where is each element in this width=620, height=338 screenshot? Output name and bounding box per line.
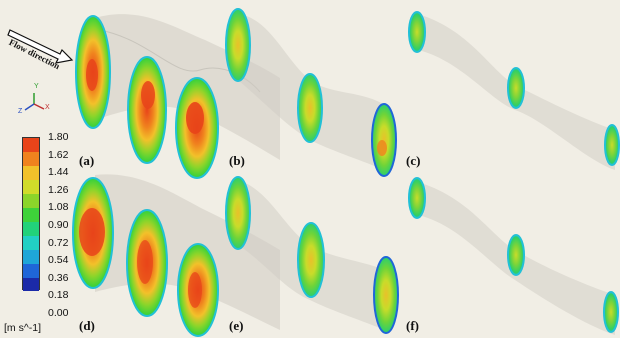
colorbar-segment	[23, 193, 39, 209]
colorbar-tick-label: 1.26	[48, 183, 69, 196]
axis-y-label: Y	[34, 83, 39, 90]
axis-triad-icon	[24, 93, 45, 111]
panel-label-e: (e)	[229, 318, 244, 333]
flow-direction-arrow	[7, 29, 74, 64]
colorbar-segment	[23, 277, 39, 292]
colorbar-tick-label: 0.90	[48, 219, 69, 231]
colorbar-segment	[23, 221, 39, 236]
colorbar-tick-label: 1.62	[48, 148, 69, 161]
colorbar-segment	[23, 235, 39, 250]
colorbar-tick-label: 0.00	[48, 307, 69, 319]
panel-f-geometry	[408, 177, 619, 335]
panel-label-b: (b)	[229, 153, 245, 168]
panel-b-geometry	[225, 8, 397, 177]
panel-label-a: (a)	[79, 153, 95, 168]
panel-d-geometry	[72, 174, 280, 337]
axis-z-label: Z	[18, 108, 23, 115]
colorbar-tick-label: 0.18	[48, 289, 69, 302]
panel-c-geometry	[408, 11, 620, 170]
colorbar-tick-label: 0.72	[48, 236, 69, 249]
colorbar-segment	[23, 151, 39, 167]
axis-x-label: X	[45, 104, 50, 111]
velocity-colorbar	[22, 137, 40, 292]
panel-a-geometry	[75, 14, 280, 179]
colorbar-tick-label: 1.80	[48, 131, 69, 143]
panel-label-f: (f)	[406, 318, 419, 333]
colorbar-segment	[23, 263, 39, 278]
panel-label-c: (c)	[406, 153, 421, 168]
colorbar-tick-label: 1.44	[48, 166, 69, 179]
colorbar-segment	[23, 165, 39, 181]
colorbar-tick-label: 0.36	[48, 271, 69, 284]
colorbar-unit-label: [m s^-1]	[4, 322, 42, 334]
colorbar-segment	[23, 138, 39, 153]
panel-label-d: (d)	[79, 318, 95, 333]
colorbar-segment	[23, 249, 39, 264]
colorbar-tick-label: 1.08	[48, 201, 69, 214]
colorbar-segment	[23, 207, 39, 222]
colorbar-tick-label: 0.54	[48, 254, 69, 267]
colorbar-segment	[23, 179, 39, 195]
panel-e-geometry	[225, 176, 399, 334]
